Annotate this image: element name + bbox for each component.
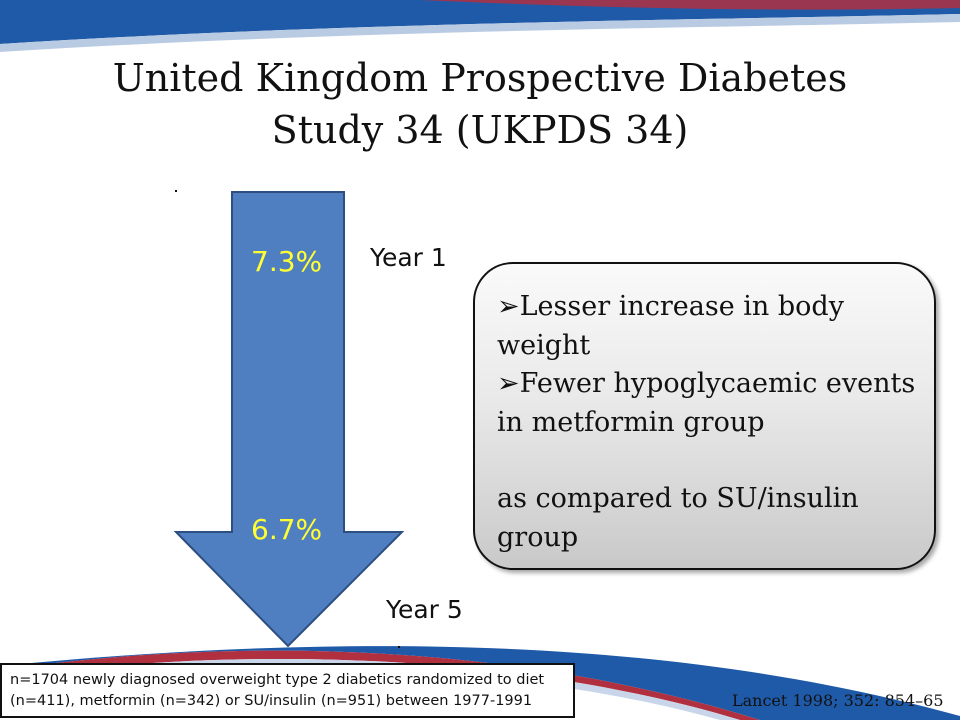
study-population-footnote: n=1704 newly diagnosed overweight type 2… bbox=[0, 663, 575, 718]
hba1c-end-value: 6.7% bbox=[251, 513, 323, 546]
title-line-2: Study 34 (UKPDS 34) bbox=[271, 108, 689, 152]
comparison-text: as compared to SU/insulin group bbox=[497, 483, 859, 553]
footnote-line-2: (n=411), metformin (n=342) or SU/insulin… bbox=[10, 693, 533, 709]
citation-reference: Lancet 1998; 352: 854–65 bbox=[732, 691, 944, 710]
arrow-bullet-icon: ➢ bbox=[497, 291, 520, 322]
slide-title: United Kingdom Prospective Diabetes Stud… bbox=[60, 52, 900, 156]
downward-arrow bbox=[173, 191, 405, 648]
hba1c-start-value: 7.3% bbox=[251, 245, 323, 278]
stray-dot bbox=[175, 190, 177, 192]
bottom-decorative-swoosh bbox=[0, 646, 960, 720]
arrow-bullet-icon: ➢ bbox=[497, 368, 520, 399]
findings-callout-box: ➢Lesser increase in body weight ➢Fewer h… bbox=[473, 262, 936, 570]
title-line-1: United Kingdom Prospective Diabetes bbox=[112, 56, 848, 100]
top-decorative-swoosh bbox=[0, 0, 960, 52]
footnote-line-1: n=1704 newly diagnosed overweight type 2… bbox=[10, 672, 545, 688]
spacer bbox=[497, 442, 916, 480]
year-5-label: Year 5 bbox=[386, 595, 463, 624]
year-1-label: Year 1 bbox=[370, 243, 447, 272]
finding-bullet-2: ➢Fewer hypoglycaemic events in metformin… bbox=[497, 365, 916, 442]
finding-text: Fewer hypoglycaemic events in metformin … bbox=[497, 368, 916, 438]
finding-text: Lesser increase in body weight bbox=[497, 291, 844, 361]
stray-dot bbox=[398, 646, 400, 648]
finding-bullet-1: ➢Lesser increase in body weight bbox=[497, 288, 916, 365]
